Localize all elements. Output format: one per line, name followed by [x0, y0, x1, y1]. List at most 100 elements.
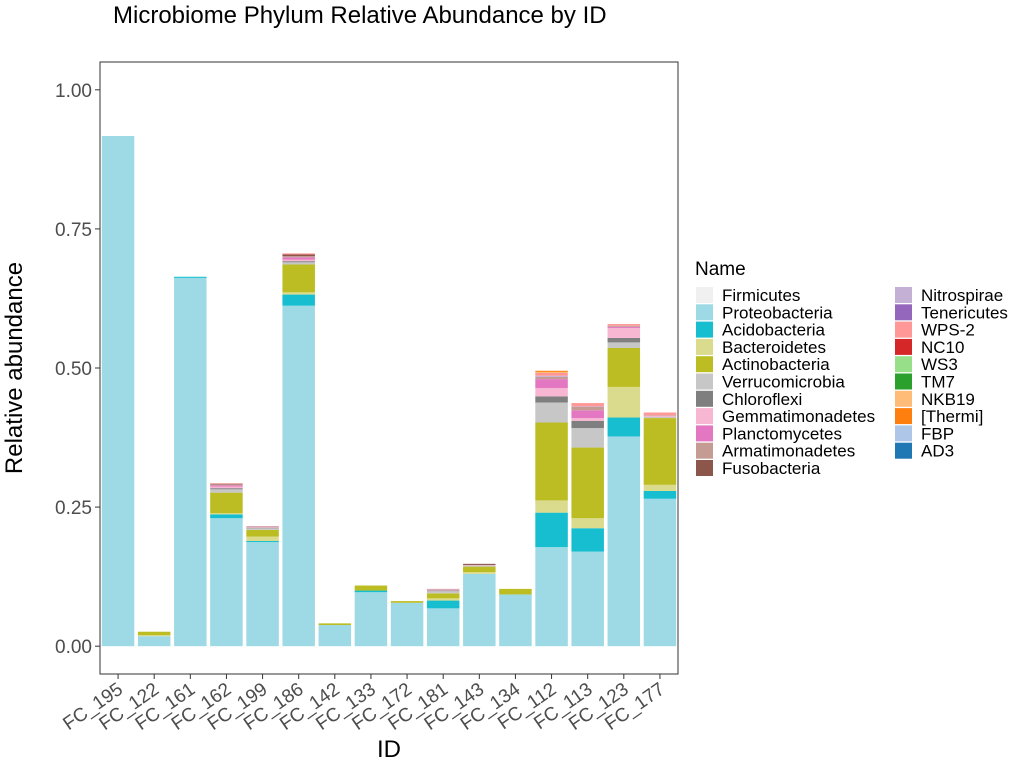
legend-item-planctomycetes: Planctomycetes	[696, 424, 842, 443]
legend-item-bacteroidetes: Bacteroidetes	[696, 338, 826, 357]
bar-fc-177-armatimonadetes	[643, 415, 677, 416]
legend-swatch	[696, 373, 713, 390]
bar-fc-186-actinobacteria	[282, 264, 315, 293]
legend-label: Firmicutes	[722, 286, 800, 305]
bar-fc-112-chloroflexi	[535, 396, 568, 403]
legend-label: Proteobacteria	[722, 303, 833, 322]
bar-fc-113-verrucomicrobia	[571, 428, 604, 448]
bar-fc-162-planctomycetes	[210, 485, 243, 487]
bar-fc-199-armatimonadetes	[246, 526, 279, 527]
bar-fc-142-actinobacteria	[318, 623, 352, 626]
bar-fc-181-gemmatimonadetes	[426, 589, 460, 591]
bar-fc-112-bacteroidetes	[535, 500, 568, 513]
legend-items: FirmicutesProteobacteriaAcidobacteriaBac…	[696, 286, 1008, 478]
bar-fc-181-actinobacteria	[426, 593, 460, 599]
legend-item-wps-2: WPS-2	[895, 321, 975, 340]
legend-item-nitrospirae: Nitrospirae	[895, 286, 1003, 305]
legend-label: Planctomycetes	[722, 424, 842, 443]
bar-fc-143-verrucomicrobia	[463, 565, 496, 567]
bar-fc-161-acidobacteria	[174, 276, 207, 278]
bar-fc-123-actinobacteria	[607, 347, 641, 387]
bar-fc-162-proteobacteria	[210, 518, 243, 647]
bar-fc-162-chloroflexi	[210, 488, 243, 490]
bar-fc-177-acidobacteria	[643, 490, 677, 499]
legend-item-nkb19: NKB19	[895, 390, 975, 409]
bar-fc-123-gemmatimonadetes	[607, 327, 641, 338]
bar-fc-143-bacteroidetes	[463, 572, 496, 574]
bar-fc-112-armatimonadetes	[535, 376, 568, 380]
bar-fc-177-bacteroidetes	[643, 484, 677, 491]
bar-fc-186-gemmatimonadetes	[282, 259, 315, 262]
legend-item-proteobacteria: Proteobacteria	[696, 303, 833, 322]
bar-fc-177-actinobacteria	[643, 418, 677, 485]
bar-fc-113-gemmatimonadetes	[571, 418, 604, 421]
bar-fc-181-armatimonadetes	[426, 588, 460, 590]
bar-stack-fc-161	[174, 276, 207, 647]
legend-title: Name	[695, 259, 746, 280]
bar-stack-fc-112	[535, 370, 568, 647]
bar-fc-113-proteobacteria	[571, 551, 604, 647]
bar-fc-162-wps-2	[210, 483, 243, 484]
legend-swatch	[696, 442, 713, 459]
bar-fc-172-actinobacteria	[390, 601, 424, 603]
legend-item-nc10: NC10	[895, 338, 964, 357]
legend-label: Acidobacteria	[722, 321, 826, 340]
bar-fc-177-wps-2	[643, 412, 677, 416]
bar-fc-172-proteobacteria	[390, 602, 424, 647]
legend-swatch	[895, 373, 912, 390]
legend-item-ws3: WS3	[895, 355, 958, 374]
legend-label: Verrucomicrobia	[722, 373, 845, 392]
legend-label: Nitrospirae	[921, 286, 1003, 305]
bar-fc-186-armatimonadetes	[282, 256, 315, 258]
legend-label: Armatimonadetes	[722, 442, 855, 461]
legend-item-acidobacteria: Acidobacteria	[696, 321, 826, 340]
bar-fc-186-fusobacteria	[282, 254, 315, 257]
bar-stack-fc-142	[318, 623, 352, 647]
bar-fc-186-chloroflexi	[282, 261, 315, 263]
bar-fc-181-bacteroidetes	[426, 598, 460, 601]
bar-stack-fc-162	[210, 483, 243, 647]
bar-fc-162-bacteroidetes	[210, 513, 243, 515]
bar-stack-fc-195	[101, 136, 135, 647]
bar-fc-195-proteobacteria	[101, 136, 135, 647]
bar-fc-113-bacteroidetes	[571, 518, 604, 529]
bar-fc-143-gemmatimonadetes	[463, 564, 496, 566]
bar-fc-122-actinobacteria	[137, 631, 171, 636]
bar-stack-fc-199	[246, 526, 279, 647]
legend-item-ad3: AD3	[895, 442, 954, 461]
y-tick-label: 0.50	[55, 359, 92, 380]
bars-layer	[101, 136, 677, 647]
bar-fc-112-nitrospirae	[535, 375, 568, 377]
legend-label: Bacteroidetes	[722, 338, 826, 357]
bar-fc-161-proteobacteria	[174, 277, 207, 647]
bar-fc-113-planctomycetes	[571, 410, 604, 419]
bar-fc-123-verrucomicrobia	[607, 342, 641, 348]
bar-fc-162-fusobacteria	[210, 483, 243, 485]
bar-fc-112-verrucomicrobia	[535, 402, 568, 423]
legend-item-fbp: FBP	[895, 424, 954, 443]
legend-label: NKB19	[921, 390, 975, 409]
legend-item-chloroflexi: Chloroflexi	[696, 390, 802, 409]
legend-item-tm7: TM7	[895, 373, 955, 392]
legend-swatch	[895, 321, 912, 338]
bar-fc-162-acidobacteria	[210, 514, 243, 519]
bar-fc-143-fusobacteria	[463, 563, 496, 565]
legend-item-firmicutes: Firmicutes	[696, 286, 800, 305]
bar-fc-199-acidobacteria	[246, 541, 279, 543]
bar-fc-123-armatimonadetes	[607, 325, 641, 327]
plot-area	[99, 61, 679, 675]
legend-label: Fusobacteria	[722, 459, 821, 478]
bar-fc-143-proteobacteria	[463, 573, 496, 647]
y-tick-label: 0.25	[55, 498, 92, 519]
bar-fc-123-bacteroidetes	[607, 386, 641, 418]
legend-swatch	[895, 390, 912, 407]
bar-fc-181-proteobacteria	[426, 608, 460, 647]
bar-fc-112-proteobacteria	[535, 547, 568, 647]
legend-swatch	[895, 356, 912, 373]
bar-fc-186-verrucomicrobia	[282, 262, 315, 265]
bar-fc-113-chloroflexi	[571, 420, 604, 429]
bar-fc-177-proteobacteria	[643, 498, 677, 647]
chart-title: Microbiome Phylum Relative Abundance by …	[113, 2, 607, 29]
legend-label: WPS-2	[921, 321, 975, 340]
bar-stack-fc-186	[282, 253, 315, 647]
